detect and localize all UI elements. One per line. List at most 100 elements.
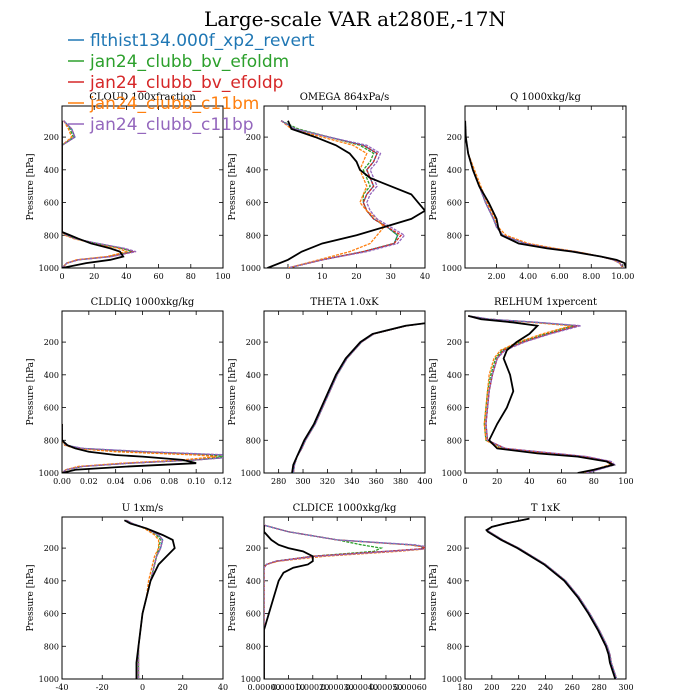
y-tick-label: 200 [44,338,59,347]
panel-title: OMEGA 864xPa/s [300,92,390,103]
x-tick-label: 100 [215,272,230,281]
series-group [267,120,425,268]
y-tick-label: 800 [246,231,261,240]
y-tick-label: 400 [246,577,261,586]
reference-line [123,519,176,679]
x-tick-label: 8.00 [582,272,600,281]
x-tick-label: 80 [589,477,599,486]
series-line-0 [468,315,615,473]
x-tick-label: 0.00020 [296,683,329,692]
y-tick-label: 400 [447,371,462,380]
series-line-1 [468,315,613,473]
y-tick-label: 400 [44,371,59,380]
x-tick-label: 0.00030 [321,683,354,692]
y-tick-label: 600 [44,199,59,208]
y-tick-label: 400 [44,577,59,586]
x-tick-label: 100 [618,477,633,486]
x-tick-label: 0.00060 [394,683,427,692]
legend-label: jan24_clubb_c11bm [89,94,259,114]
y-tick-label: 800 [447,436,462,445]
series-line-1 [465,120,624,268]
x-tick-label: 0.02 [80,477,98,486]
y-tick-label: 400 [447,577,462,586]
plot-frame [464,516,627,680]
y-tick-label: 600 [44,610,59,619]
y-tick-label: 1000 [241,469,261,478]
y-tick-label: 200 [447,338,462,347]
series-line-0 [292,322,425,473]
x-tick-label: 200 [484,683,499,692]
series-line-4 [468,315,616,473]
series-group [291,322,425,473]
y-tick-label: 400 [246,166,261,175]
series-group [62,120,137,268]
reference-line [467,315,616,473]
series-line-0 [280,120,399,268]
legend-label: flthist134.000f_xp2_revert [90,31,315,51]
y-tick-label: 600 [447,199,462,208]
y-tick-label: 200 [44,133,59,142]
reference-line [465,120,626,268]
x-tick-label: 60 [154,272,164,281]
panel-title: CLDICE 1000xkg/kg [293,503,397,514]
y-tick-label: 600 [246,199,261,208]
series-group [62,423,223,473]
series-line-4 [62,120,137,268]
x-tick-label: 10.00 [611,272,634,281]
x-tick-label: 0.00010 [272,683,305,692]
series-line-1 [280,120,399,268]
series-group [465,120,626,268]
x-tick-label: 0.06 [134,477,152,486]
plot-frame [263,105,426,269]
panel-4: THETA 1.0xK Pressure [hPa] 200 400 600 800 100… [228,297,433,486]
reference-line [485,517,617,679]
y-tick-label: 800 [246,436,261,445]
panel-3: CLDLIQ 1000xkg/kg Pressure [hPa] 200 400 600… [26,297,232,486]
x-tick-label: 0.00040 [345,683,378,692]
x-tick-label: 400 [417,477,432,486]
y-tick-label: 600 [246,610,261,619]
y-tick-label: 1000 [442,264,462,273]
x-tick-label: 0.00000 [247,683,280,692]
x-tick-label: 280 [592,683,607,692]
panel-title: T 1xK [531,503,561,514]
x-tick-label: 80 [186,272,196,281]
x-tick-label: 0 [285,272,290,281]
y-tick-label: 800 [447,231,462,240]
plot-frame [464,105,627,269]
x-tick-label: 240 [538,683,553,692]
series-line-3 [465,120,624,268]
x-tick-label: 0 [462,477,467,486]
y-axis-label: Pressure [hPa] [429,564,439,631]
y-tick-label: 600 [447,404,462,413]
series-line-2 [280,120,403,268]
x-tick-label: 0.00050 [369,683,402,692]
panel-title: CLDLIQ 1000xkg/kg [91,297,195,308]
y-axis-label: Pressure [hPa] [26,564,36,631]
series-line-0 [126,519,164,679]
series-line-2 [468,315,615,473]
series-line-2 [465,120,624,268]
x-tick-label: 380 [393,477,408,486]
panel-2: Q 1000xkg/kg Pressure [hPa] 200 400 600 800 10… [429,92,634,281]
x-tick-label: 6.00 [551,272,569,281]
y-tick-label: 600 [447,610,462,619]
y-axis-label: Pressure [hPa] [26,358,36,425]
y-tick-label: 200 [246,544,261,553]
y-axis-label: Pressure [hPa] [429,358,439,425]
x-tick-label: 20 [89,272,99,281]
series-line-1 [126,519,162,679]
x-tick-label: 0.00 [53,477,71,486]
y-tick-label: 1000 [442,469,462,478]
plot-frame [61,516,224,680]
x-tick-label: 40 [218,683,228,692]
x-tick-label: 2.00 [488,272,506,281]
y-tick-label: 200 [246,338,261,347]
x-tick-label: 300 [618,683,633,692]
x-tick-label: 320 [320,477,335,486]
reference-line [267,120,425,268]
legend-label: jan24_clubb_bv_efoldp [89,73,283,93]
